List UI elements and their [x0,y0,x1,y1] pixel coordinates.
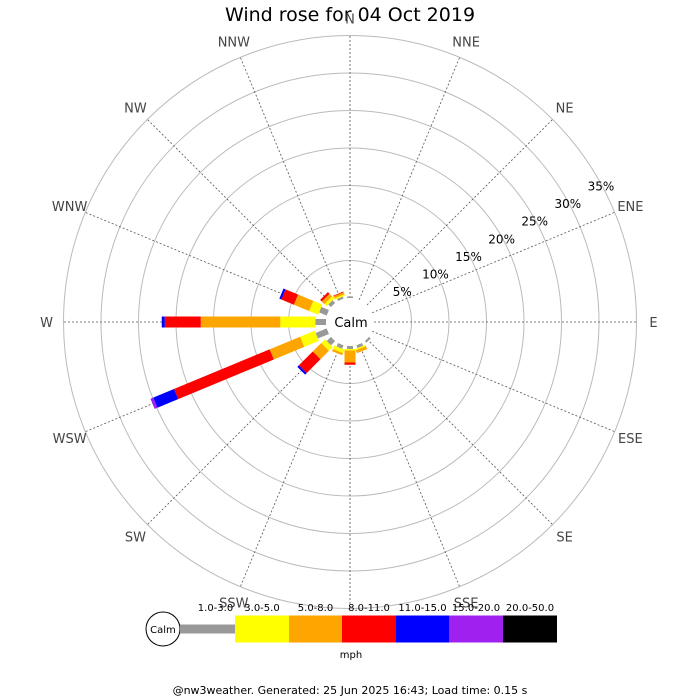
direction-label-ENE: ENE [617,200,643,215]
bar-SSE-5.0-8.0 [355,346,368,354]
ring-label-10: 10% [422,268,449,282]
ring-label-20: 20% [488,232,515,246]
bar-WNW-5.0-8.0 [293,294,314,312]
spoke-NW [147,119,334,306]
footer-text: @nw3weather. Generated: 25 Jun 2025 16:4… [172,684,528,697]
bar-WSW-5.0-8.0 [269,336,305,360]
bar-WNW-8.0-11.0 [281,289,299,305]
bar-NW-1.0-3.0 [328,300,336,308]
bar-WNW-3.0-5.0 [309,300,323,315]
legend-swatch-3.0-5.0 [235,615,289,643]
direction-label-NNW: NNW [218,36,250,51]
bar-NNW-3.0-5.0 [334,294,346,300]
bar-SW-11.0-15.0 [297,365,307,375]
direction-label-NW: NW [124,101,147,116]
legend-swatch-8.0-11.0 [342,615,396,643]
direction-label-NNE: NNE [452,36,480,51]
legend-calm-label: Calm [150,625,176,636]
bar-NNW-5.0-8.0 [333,292,345,299]
bar-WSW-8.0-11.0 [173,349,274,400]
spoke-SE [366,338,553,525]
bar-NW-8.0-11.0 [320,292,330,302]
bar-SSW-3.0-5.0 [332,345,345,354]
ring-label-30: 30% [555,197,582,211]
direction-label-SW: SW [125,531,146,546]
legend-label-8.0-11.0: 8.0-11.0 [348,603,390,614]
spoke-ESE [372,330,615,433]
direction-label-SSE: SSE [454,596,479,611]
direction-label-N: N [345,13,355,28]
legend-swatch-1.0-3.0 [180,624,235,634]
ring-label-15: 15% [455,250,482,264]
bar-SE-1.0-3.0 [364,336,371,343]
bar-SSW-1.0-3.0 [336,343,344,349]
direction-labels-group: NNNENEENEEESESESSESSSWSWWSWWWNWNWNNW [40,13,658,635]
spoke-SSW [239,344,342,587]
legend-label-11.0-15.0: 11.0-15.0 [398,603,446,614]
spoke-SSE [358,344,461,587]
legend-label-3.0-5.0: 3.0-5.0 [244,603,279,614]
bar-SW-5.0-8.0 [312,343,329,360]
direction-label-ESE: ESE [618,432,643,447]
legend-label-5.0-8.0: 5.0-8.0 [298,603,333,614]
ring-25 [138,110,562,534]
legend-swatch-20.0-50.0 [503,615,557,643]
bar-NNW-1.0-3.0 [337,296,344,301]
bar-WSW-3.0-5.0 [300,330,319,347]
spoke-NE [366,119,553,306]
legend-swatch-5.0-8.0 [289,615,342,643]
bar-WNW-1.0-3.0 [319,306,329,316]
direction-label-E: E [649,316,657,331]
legend-label-20.0-50.0: 20.0-50.0 [506,603,554,614]
ring-35 [63,35,637,609]
bar-WSW-1.0-3.0 [315,328,329,339]
direction-label-WNW: WNW [52,200,88,215]
bar-NW-5.0-8.0 [321,293,333,305]
ring-label-25: 25% [521,215,548,229]
legend-group: Calm 1.0-3.0 3.0-5.0 5.0-8.0 8.0-11.0 11.0-15… [145,603,557,647]
bar-WSW-11.0-15.0 [153,388,179,408]
calm-label: Calm [334,316,367,331]
ring-labels-group: 5% 10% 15% 20% 25% 30% 35% [393,179,615,299]
direction-label-NE: NE [556,101,574,116]
direction-label-SSW: SSW [219,596,249,611]
bar-NW-3.0-5.0 [324,296,335,307]
spoke-NNE [358,57,461,300]
chart-title: Wind rose for 04 Oct 2019 [224,4,476,26]
calm-circle-bg [326,298,374,346]
bar-SSE-3.0-5.0 [355,344,366,351]
bar-SSW-5.0-8.0 [332,348,344,356]
bar-WSW-15.0-20.0 [150,397,158,409]
legend-swatch-11.0-15.0 [396,615,449,643]
legend-label-15.0-20.0: 15.0-20.0 [452,603,500,614]
bar-SW-3.0-5.0 [321,339,333,351]
ring-label-35: 35% [588,179,615,193]
direction-label-WSW: WSW [53,432,87,447]
direction-label-SE: SE [556,531,572,546]
bar-SW-8.0-11.0 [298,351,321,374]
spoke-NNW [239,57,342,300]
bar-SW-1.0-3.0 [326,336,336,346]
bar-SSE-1.0-3.0 [356,343,364,349]
bars-group [150,288,371,409]
legend-unit: mph [340,650,362,661]
direction-label-W: W [40,316,53,331]
bar-WNW-11.0-15.0 [279,288,286,300]
ring-label-5: 5% [393,285,412,299]
legend-label-1.0-3.0: 1.0-3.0 [198,603,233,614]
legend-swatch-15.0-20.0 [449,615,503,643]
